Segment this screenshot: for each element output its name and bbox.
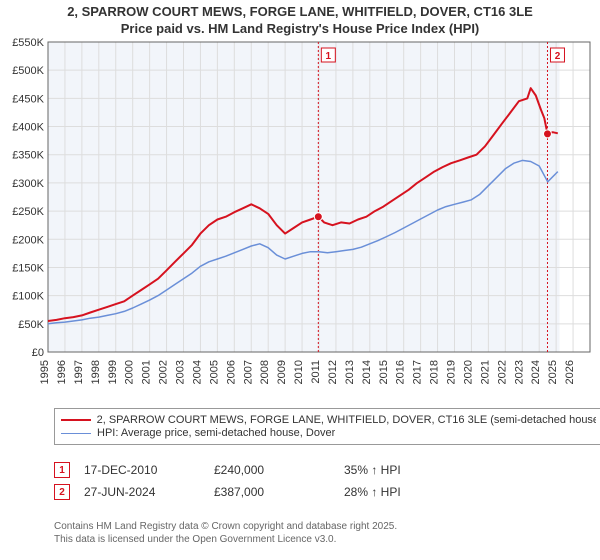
price-chart: £0 £50K £100K £150K £200K £250K £300K £350K £400… bbox=[0, 36, 600, 402]
svg-text:1998: 1998 bbox=[90, 360, 102, 384]
svg-text:£300K: £300K bbox=[12, 178, 44, 190]
legend-label: 2, SPARROW COURT MEWS, FORGE LANE, WHITF… bbox=[97, 414, 596, 426]
svg-text:1995: 1995 bbox=[39, 360, 51, 384]
transaction-marker: 1 bbox=[54, 462, 70, 478]
svg-text:2012: 2012 bbox=[327, 360, 339, 384]
svg-text:£550K: £550K bbox=[12, 37, 44, 49]
legend-label: HPI: Average price, semi-detached house,… bbox=[97, 427, 335, 439]
svg-text:£100K: £100K bbox=[12, 291, 44, 303]
footer-line1: Contains HM Land Registry data © Crown c… bbox=[54, 520, 397, 533]
transaction-price: £240,000 bbox=[214, 463, 344, 477]
svg-text:2001: 2001 bbox=[141, 360, 153, 384]
svg-text:1999: 1999 bbox=[107, 360, 119, 384]
svg-text:£200K: £200K bbox=[12, 234, 44, 246]
svg-text:1: 1 bbox=[326, 51, 332, 62]
svg-text:2025: 2025 bbox=[547, 360, 559, 384]
svg-text:2010: 2010 bbox=[293, 360, 305, 384]
svg-text:2003: 2003 bbox=[175, 360, 187, 384]
svg-text:2024: 2024 bbox=[530, 360, 542, 384]
svg-text:£50K: £50K bbox=[18, 319, 44, 331]
svg-text:£250K: £250K bbox=[12, 206, 44, 218]
title-line1: 2, SPARROW COURT MEWS, FORGE LANE, WHITF… bbox=[0, 4, 600, 21]
svg-text:2023: 2023 bbox=[513, 360, 525, 384]
svg-text:1997: 1997 bbox=[73, 360, 85, 384]
transaction-marker: 2 bbox=[54, 484, 70, 500]
svg-text:£350K: £350K bbox=[12, 150, 44, 162]
legend: 2, SPARROW COURT MEWS, FORGE LANE, WHITF… bbox=[54, 408, 600, 445]
svg-text:2007: 2007 bbox=[242, 360, 254, 384]
svg-text:2016: 2016 bbox=[395, 360, 407, 384]
svg-text:£0: £0 bbox=[32, 347, 44, 359]
svg-text:2021: 2021 bbox=[479, 360, 491, 384]
transaction-date: 17-DEC-2010 bbox=[84, 463, 214, 477]
svg-text:2004: 2004 bbox=[191, 360, 203, 384]
svg-text:2000: 2000 bbox=[124, 360, 136, 384]
transaction-table: 1 17-DEC-2010£240,00035% ↑ HPI 2 27-JUN-202… bbox=[54, 456, 589, 506]
svg-text:2019: 2019 bbox=[446, 360, 458, 384]
transaction-row: 2 27-JUN-2024£387,00028% ↑ HPI bbox=[54, 484, 589, 500]
transaction-date: 27-JUN-2024 bbox=[84, 485, 214, 499]
svg-text:£500K: £500K bbox=[12, 65, 44, 77]
legend-swatch bbox=[61, 433, 91, 434]
svg-text:2018: 2018 bbox=[429, 360, 441, 384]
svg-text:1996: 1996 bbox=[56, 360, 68, 384]
svg-text:2006: 2006 bbox=[225, 360, 237, 384]
legend-item: HPI: Average price, semi-detached house,… bbox=[61, 427, 596, 439]
svg-text:2022: 2022 bbox=[496, 360, 508, 384]
svg-text:2015: 2015 bbox=[378, 360, 390, 384]
legend-item: 2, SPARROW COURT MEWS, FORGE LANE, WHITF… bbox=[61, 414, 596, 426]
svg-text:2026: 2026 bbox=[564, 360, 576, 384]
svg-text:2011: 2011 bbox=[310, 360, 322, 384]
svg-text:£150K: £150K bbox=[12, 262, 44, 274]
footer-attribution: Contains HM Land Registry data © Crown c… bbox=[54, 520, 397, 546]
footer-line2: This data is licensed under the Open Gov… bbox=[54, 533, 397, 546]
svg-text:2014: 2014 bbox=[361, 360, 373, 384]
svg-text:2002: 2002 bbox=[158, 360, 170, 384]
svg-text:2017: 2017 bbox=[412, 360, 424, 384]
transaction-row: 1 17-DEC-2010£240,00035% ↑ HPI bbox=[54, 462, 589, 478]
svg-text:£400K: £400K bbox=[12, 122, 44, 134]
transaction-pct: 35% ↑ HPI bbox=[344, 463, 474, 477]
svg-text:2005: 2005 bbox=[208, 360, 220, 384]
transaction-price: £387,000 bbox=[214, 485, 344, 499]
legend-swatch bbox=[61, 419, 91, 421]
svg-text:2009: 2009 bbox=[276, 360, 288, 384]
svg-text:2008: 2008 bbox=[259, 360, 271, 384]
svg-text:£450K: £450K bbox=[12, 93, 44, 105]
svg-text:2013: 2013 bbox=[344, 360, 356, 384]
svg-text:2020: 2020 bbox=[462, 360, 474, 384]
svg-text:2: 2 bbox=[555, 51, 561, 62]
transaction-pct: 28% ↑ HPI bbox=[344, 485, 474, 499]
